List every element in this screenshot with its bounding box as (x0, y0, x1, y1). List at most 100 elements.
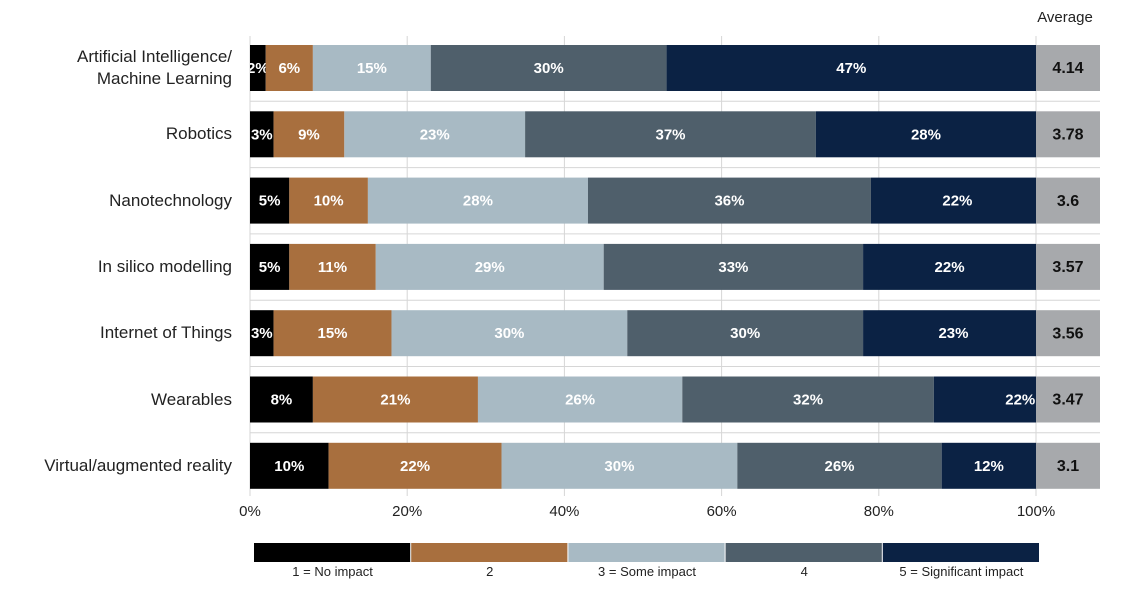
bar-segment (312, 376, 478, 423)
data-label: 9% (298, 126, 320, 143)
average-value: 3.47 (1052, 392, 1083, 409)
data-label: 22% (400, 458, 430, 475)
average-value: 3.78 (1052, 127, 1083, 144)
data-label: 12% (974, 458, 1004, 475)
data-label: 10% (314, 193, 344, 210)
category-label: Virtual/augmented reality (44, 455, 232, 475)
bar-segment (375, 243, 604, 290)
average-box (1036, 111, 1100, 158)
data-label: 22% (1005, 391, 1035, 408)
x-tick-label: 80% (864, 503, 894, 520)
data-label: 3% (251, 325, 273, 342)
data-label: 15% (318, 325, 348, 342)
category-label: Wearables (151, 389, 232, 409)
data-label: 47% (836, 60, 866, 77)
data-label: 6% (278, 60, 300, 77)
average-box (1036, 310, 1100, 357)
data-label: 15% (357, 60, 387, 77)
data-label: 30% (494, 325, 524, 342)
bar-segment (250, 45, 266, 91)
data-label: 23% (420, 126, 450, 143)
bar-segment (250, 177, 290, 224)
data-label: 8% (271, 391, 293, 408)
data-label: 30% (604, 458, 634, 475)
average-value: 3.56 (1052, 325, 1083, 342)
legend-label: 5 = Significant impact (899, 564, 1024, 579)
data-label: 28% (463, 193, 493, 210)
bar-segment (250, 243, 290, 290)
legend-swatch (411, 543, 568, 562)
bar-segment (815, 111, 1036, 158)
bar-segment (250, 442, 329, 489)
x-tick-label: 100% (1017, 503, 1055, 520)
bar-segment (250, 111, 274, 158)
legend-label: 3 = Some impact (598, 564, 696, 579)
legend-label: 2 (486, 564, 494, 579)
data-label: 10% (274, 458, 304, 475)
data-label: 32% (793, 391, 823, 408)
average-value: 3.57 (1052, 259, 1083, 276)
bar-segment (627, 310, 864, 357)
bar-segment (737, 442, 942, 489)
bar-segment (289, 177, 368, 224)
category-label: Internet of Things (100, 323, 232, 343)
legend-label: 1 = No impact (292, 564, 373, 579)
legend-swatch (725, 543, 882, 562)
bar-segment (289, 243, 376, 290)
bar-segment (250, 376, 313, 423)
bar-segment (367, 177, 588, 224)
bar-segment (477, 376, 683, 423)
average-box (1036, 442, 1100, 489)
bar-segment (391, 310, 628, 357)
x-tick-label: 60% (707, 503, 737, 520)
bar-segment (933, 376, 1036, 423)
data-label: 22% (935, 259, 965, 276)
bar-segment (525, 111, 816, 158)
data-label: 11% (318, 259, 347, 276)
data-label: 22% (942, 193, 972, 210)
data-label: 3% (251, 126, 273, 143)
data-label: 5% (259, 259, 281, 276)
average-box (1036, 45, 1100, 91)
average-box (1036, 177, 1100, 224)
data-label: 30% (534, 60, 564, 77)
x-tick-label: 0% (239, 503, 261, 520)
bar-segment (587, 177, 871, 224)
average-value: 4.14 (1052, 60, 1083, 77)
data-label: 33% (718, 259, 748, 276)
bar-segment (344, 111, 526, 158)
bar-segment (273, 111, 345, 158)
category-label: Robotics (165, 124, 232, 144)
bar-segment (682, 376, 934, 423)
category-label: Artificial Intelligence/ Machine Learnin… (77, 47, 232, 88)
bar-segment (501, 442, 738, 489)
average-value: 3.6 (1057, 193, 1079, 210)
x-tick-label: 40% (549, 503, 579, 520)
x-tick-label: 20% (392, 503, 422, 520)
data-label: 26% (824, 458, 854, 475)
average-value: 3.1 (1057, 458, 1079, 475)
bar-segment (430, 45, 667, 91)
bar-segment (941, 442, 1036, 489)
bar-segment (312, 45, 431, 91)
average-box (1036, 376, 1100, 423)
category-label: Nanotechnology (109, 190, 232, 210)
average-title: Average (1037, 9, 1093, 26)
bar-segment (328, 442, 502, 489)
bar-segment (603, 243, 864, 290)
legend-swatch (254, 543, 411, 562)
bar-segment (863, 310, 1036, 357)
category-label: In silico modelling (97, 256, 232, 276)
data-label: 29% (475, 259, 505, 276)
legend-swatch (568, 543, 725, 562)
data-label: 21% (380, 391, 410, 408)
data-label: 37% (655, 126, 685, 143)
bar-segment (250, 310, 274, 357)
bar-segment (863, 243, 1036, 290)
legend-swatch (882, 543, 1039, 562)
average-box (1036, 243, 1100, 290)
bar-segment (666, 45, 1036, 91)
data-label: 36% (714, 193, 744, 210)
bar-segment (265, 45, 313, 91)
